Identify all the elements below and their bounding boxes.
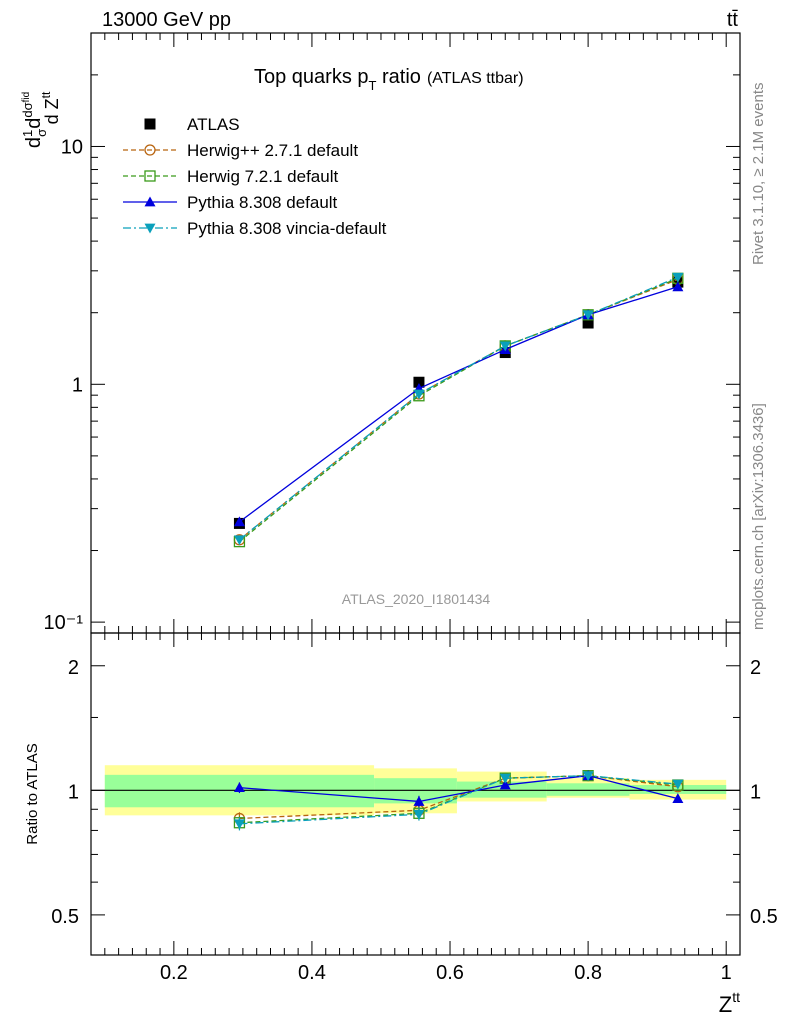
legend-marker <box>144 223 156 234</box>
ratio-y-tick-label: 1 <box>68 781 79 803</box>
ratio-y-axis-label: Ratio to ATLAS <box>24 743 41 844</box>
x-tick-label: 1 <box>721 962 732 984</box>
series-line <box>239 276 679 541</box>
legend-label: Herwig++ 2.7.1 default <box>187 141 358 160</box>
x-axis-label: Ztt <box>719 989 740 1017</box>
rivet-version-label: Rivet 3.1.10, ≥ 2.1M events <box>750 83 767 266</box>
series-line <box>239 277 679 543</box>
main-y-tick-label: 1 <box>72 374 83 396</box>
ratio-data-point <box>233 819 245 830</box>
ratio-y-tick-label-right: 2 <box>750 657 761 679</box>
data-point <box>413 376 425 388</box>
data-point <box>672 272 684 283</box>
ratio-y-tick-label: 2 <box>68 657 79 679</box>
ratio-data-point <box>499 779 511 790</box>
series-3 <box>233 281 684 527</box>
ratio-data-point <box>672 793 684 804</box>
ratio-band-inner <box>546 783 630 796</box>
process-label: tt̄ <box>727 9 739 31</box>
series-1 <box>233 273 684 546</box>
ratio-data-point <box>233 782 245 793</box>
legend-marker <box>144 118 156 130</box>
ratio-data-point <box>413 809 425 820</box>
mcplots-label: mcplots.cern.ch [arXiv:1306.3436] <box>750 403 767 630</box>
ratio-y-tick-label: 0.5 <box>51 906 79 928</box>
x-tick-label: 0.6 <box>436 962 464 984</box>
main-axis-ticks: 10⁻¹ 1 10 <box>44 32 740 634</box>
legend-label: ATLAS <box>187 115 240 134</box>
ratio-series-3 <box>233 771 684 831</box>
series-line <box>239 278 679 541</box>
x-tick-label: 0.4 <box>298 962 326 984</box>
legend-marker <box>144 170 156 182</box>
ratio-band-inner <box>456 781 547 798</box>
ratio-data-point <box>413 795 425 806</box>
legend: ATLAS Herwig++ 2.7.1 default Herwig 7.2.1 … <box>123 115 387 238</box>
energy-label: 13000 GeV pp <box>102 9 231 31</box>
data-point <box>582 317 594 329</box>
data-point <box>233 535 245 546</box>
data-point <box>672 281 684 292</box>
data-point <box>582 310 594 321</box>
ratio-series-group <box>233 770 684 831</box>
data-point <box>499 341 511 352</box>
svg-text:d Ztt: d Ztt <box>39 91 62 124</box>
ratio-data-point <box>582 771 594 782</box>
series-0 <box>233 276 684 529</box>
chart-title: Top quarks pT ratio (ATLAS ttbar) <box>254 66 524 93</box>
x-tick-label: 0.2 <box>160 962 188 984</box>
main-y-axis-label: d1σddσfid d Ztt <box>20 91 62 148</box>
series-2 <box>233 272 684 548</box>
ratio-y-tick-label-right: 0.5 <box>750 906 778 928</box>
main-series-group <box>233 272 684 548</box>
ratio-panel-frame <box>90 632 741 956</box>
data-point <box>233 516 245 527</box>
main-y-tick-label: 10 <box>61 136 83 158</box>
data-point <box>413 389 425 400</box>
x-tick-label: 0.8 <box>574 962 602 984</box>
series-4 <box>233 272 684 546</box>
legend-marker <box>144 196 156 207</box>
legend-label: Herwig 7.2.1 default <box>187 167 338 186</box>
ratio-data-point <box>672 779 684 790</box>
ratio-axis-ticks: 0.5 0.5 1 1 2 2 0.2 0.4 0.6 0.8 1 <box>51 633 778 984</box>
ratio-y-tick-label-right: 1 <box>750 781 761 803</box>
analysis-id: ATLAS_2020_I1801434 <box>342 591 491 607</box>
main-y-tick-label: 10⁻¹ <box>44 612 84 634</box>
ratio-data-point <box>499 773 511 784</box>
legend-label: Pythia 8.308 default <box>187 193 338 212</box>
legend-label: Pythia 8.308 vincia-default <box>187 219 387 238</box>
legend-marker <box>144 144 156 156</box>
